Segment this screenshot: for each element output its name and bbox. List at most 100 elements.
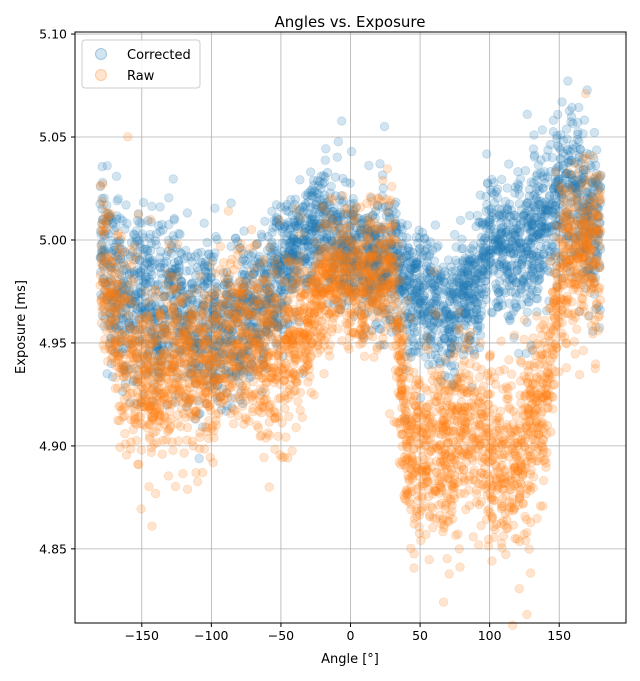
scatter-point <box>528 178 539 188</box>
scatter-point <box>466 270 477 281</box>
scatter-point <box>498 240 509 250</box>
scatter-point <box>174 327 185 338</box>
scatter-point <box>276 299 286 310</box>
scatter-point <box>299 234 309 245</box>
scatter-point <box>511 240 522 250</box>
scatter-point <box>469 279 479 289</box>
scatter-point <box>375 159 385 169</box>
scatter-point <box>169 281 180 291</box>
scatter-point <box>236 331 246 341</box>
scatter-point <box>369 248 379 259</box>
scatter-point <box>238 294 249 304</box>
scatter-point <box>528 200 539 211</box>
scatter-point <box>395 263 406 273</box>
scatter-point <box>320 236 330 247</box>
scatter-point <box>591 303 602 314</box>
scatter-point <box>554 142 564 153</box>
scatter-point <box>176 281 187 291</box>
scatter-point <box>522 223 533 234</box>
scatter-point <box>295 213 305 224</box>
scatter-point <box>126 273 137 284</box>
scatter-point <box>482 260 493 270</box>
scatter-point <box>476 270 487 281</box>
scatter-point <box>106 304 116 315</box>
scatter-point <box>187 341 197 352</box>
scatter-point <box>493 302 503 313</box>
scatter-point <box>578 129 588 139</box>
scatter-point <box>494 259 505 270</box>
scatter-point <box>397 224 408 235</box>
scatter-point <box>153 372 164 382</box>
scatter-point <box>408 278 418 289</box>
scatter-point <box>115 213 126 224</box>
scatter-point <box>281 231 291 241</box>
scatter-point <box>329 263 339 274</box>
scatter-point <box>435 318 445 328</box>
scatter-point <box>531 184 542 194</box>
scatter-point <box>258 360 269 370</box>
scatter-point <box>410 267 420 277</box>
scatter-point <box>169 215 179 225</box>
scatter-point <box>432 242 442 253</box>
scatter-point <box>368 239 379 249</box>
scatter-point <box>526 271 536 281</box>
scatter-point <box>267 227 277 238</box>
scatter-point <box>569 337 579 347</box>
scatter-point <box>148 367 158 377</box>
scatter-point <box>175 247 185 258</box>
scatter-point <box>218 342 229 352</box>
scatter-point <box>515 219 525 230</box>
scatter-point <box>469 296 479 307</box>
scatter-point <box>258 349 269 359</box>
scatter-point <box>536 155 546 165</box>
scatter-point <box>289 234 299 244</box>
scatter-point <box>134 255 145 265</box>
scatter-point <box>585 189 596 199</box>
scatter-point <box>301 230 311 241</box>
scatter-point <box>356 224 367 234</box>
scatter-point <box>526 268 536 278</box>
scatter-point <box>459 269 469 280</box>
scatter-point <box>445 275 456 285</box>
scatter-point <box>130 299 140 310</box>
scatter-point <box>173 256 183 266</box>
scatter-point <box>589 239 600 249</box>
scatter-point <box>389 279 400 290</box>
scatter-point <box>498 260 509 270</box>
scatter-point <box>593 174 603 184</box>
scatter-point <box>118 265 129 275</box>
scatter-point <box>319 232 329 243</box>
scatter-point <box>238 249 249 259</box>
scatter-point <box>192 262 203 273</box>
scatter-point <box>556 254 566 264</box>
scatter-point <box>411 287 422 298</box>
scatter-point <box>584 205 595 215</box>
scatter-point <box>202 380 212 391</box>
scatter-point <box>543 145 553 155</box>
scatter-point <box>210 310 221 320</box>
scatter-point <box>216 323 227 333</box>
scatter-point <box>586 162 597 172</box>
scatter-point <box>145 256 155 267</box>
scatter-point <box>186 252 196 262</box>
scatter-point <box>326 276 336 286</box>
scatter-point <box>306 250 316 261</box>
scatter-point <box>146 238 157 249</box>
scatter-point <box>284 246 294 256</box>
scatter-point <box>133 209 144 219</box>
scatter-point <box>171 336 182 346</box>
scatter-point <box>161 257 172 267</box>
scatter-point <box>182 331 193 341</box>
scatter-point <box>341 246 352 256</box>
scatter-point <box>338 196 349 206</box>
scatter-point <box>111 323 121 334</box>
scatter-point <box>522 213 532 223</box>
scatter-point <box>260 342 270 352</box>
scatter-point <box>541 223 551 234</box>
scatter-point <box>545 252 555 262</box>
scatter-point <box>513 264 523 274</box>
scatter-point <box>577 267 588 277</box>
scatter-point <box>287 278 298 288</box>
scatter-point <box>496 236 506 247</box>
scatter-point <box>182 295 193 306</box>
